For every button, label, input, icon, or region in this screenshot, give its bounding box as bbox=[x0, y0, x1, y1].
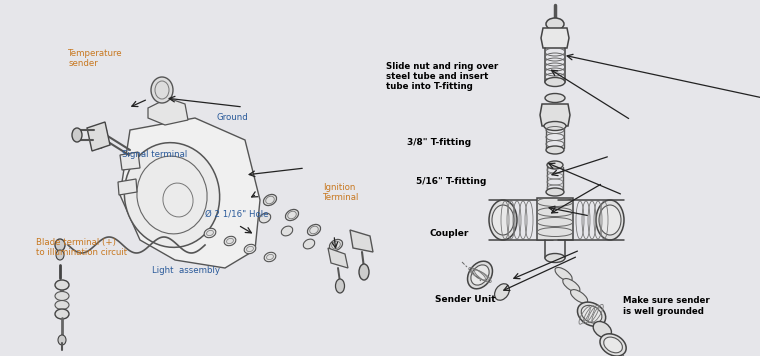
Ellipse shape bbox=[545, 253, 565, 262]
Ellipse shape bbox=[303, 239, 315, 249]
Ellipse shape bbox=[93, 137, 106, 148]
Ellipse shape bbox=[335, 279, 344, 293]
Ellipse shape bbox=[546, 18, 564, 30]
Ellipse shape bbox=[204, 228, 216, 238]
Text: Blade terminal (+)
to illumination circuit: Blade terminal (+) to illumination circu… bbox=[36, 238, 128, 257]
Ellipse shape bbox=[72, 128, 82, 142]
Ellipse shape bbox=[594, 321, 612, 338]
Polygon shape bbox=[120, 152, 140, 170]
Text: 3/8" T-fitting: 3/8" T-fitting bbox=[407, 138, 470, 147]
Text: Ground: Ground bbox=[217, 113, 249, 122]
Ellipse shape bbox=[56, 250, 64, 260]
Ellipse shape bbox=[578, 302, 606, 326]
Ellipse shape bbox=[359, 264, 369, 280]
Text: Ignition
Terminal: Ignition Terminal bbox=[323, 183, 359, 202]
Ellipse shape bbox=[599, 205, 621, 235]
Ellipse shape bbox=[125, 143, 220, 247]
Ellipse shape bbox=[55, 309, 69, 319]
Polygon shape bbox=[540, 104, 570, 126]
Text: Light  assembly: Light assembly bbox=[152, 266, 220, 275]
Polygon shape bbox=[87, 122, 110, 151]
Polygon shape bbox=[537, 198, 573, 240]
Ellipse shape bbox=[492, 205, 514, 235]
Ellipse shape bbox=[286, 209, 299, 221]
Ellipse shape bbox=[489, 200, 517, 240]
Polygon shape bbox=[148, 98, 188, 125]
Ellipse shape bbox=[55, 292, 69, 300]
Ellipse shape bbox=[555, 267, 572, 281]
Ellipse shape bbox=[259, 213, 271, 223]
Ellipse shape bbox=[244, 244, 256, 254]
Ellipse shape bbox=[562, 278, 580, 292]
Ellipse shape bbox=[329, 240, 343, 251]
Text: Signal terminal: Signal terminal bbox=[122, 150, 187, 159]
Ellipse shape bbox=[546, 146, 564, 154]
Text: Ø 2 1/16" Hole: Ø 2 1/16" Hole bbox=[205, 209, 269, 218]
Ellipse shape bbox=[596, 200, 624, 240]
Text: Make sure sender
is well grounded: Make sure sender is well grounded bbox=[623, 297, 710, 316]
Ellipse shape bbox=[495, 284, 509, 300]
Ellipse shape bbox=[581, 305, 602, 323]
Ellipse shape bbox=[600, 334, 626, 356]
Ellipse shape bbox=[603, 337, 622, 353]
Ellipse shape bbox=[546, 188, 564, 196]
Ellipse shape bbox=[571, 289, 587, 303]
Ellipse shape bbox=[547, 161, 563, 169]
Ellipse shape bbox=[151, 77, 173, 103]
Polygon shape bbox=[120, 118, 260, 268]
Ellipse shape bbox=[281, 226, 293, 236]
Ellipse shape bbox=[308, 224, 321, 236]
Text: Sender Unit: Sender Unit bbox=[435, 294, 496, 304]
Ellipse shape bbox=[264, 252, 276, 262]
Polygon shape bbox=[118, 179, 137, 195]
Text: Slide nut and ring over
steel tube and insert
tube into T-fitting: Slide nut and ring over steel tube and i… bbox=[386, 62, 499, 91]
Ellipse shape bbox=[545, 78, 565, 87]
Polygon shape bbox=[328, 248, 348, 268]
Ellipse shape bbox=[264, 194, 277, 205]
Ellipse shape bbox=[471, 265, 489, 285]
Polygon shape bbox=[541, 28, 569, 48]
Ellipse shape bbox=[545, 94, 565, 103]
Ellipse shape bbox=[93, 127, 106, 138]
Ellipse shape bbox=[544, 121, 566, 131]
Text: Coupler: Coupler bbox=[429, 229, 469, 238]
Ellipse shape bbox=[55, 239, 65, 251]
Ellipse shape bbox=[224, 236, 236, 246]
Ellipse shape bbox=[55, 280, 69, 290]
Ellipse shape bbox=[58, 335, 66, 345]
Ellipse shape bbox=[467, 261, 492, 289]
Ellipse shape bbox=[55, 300, 69, 309]
Text: Temperature
sender: Temperature sender bbox=[68, 49, 123, 68]
Text: 5/16" T-fitting: 5/16" T-fitting bbox=[416, 177, 487, 186]
Polygon shape bbox=[350, 230, 373, 252]
